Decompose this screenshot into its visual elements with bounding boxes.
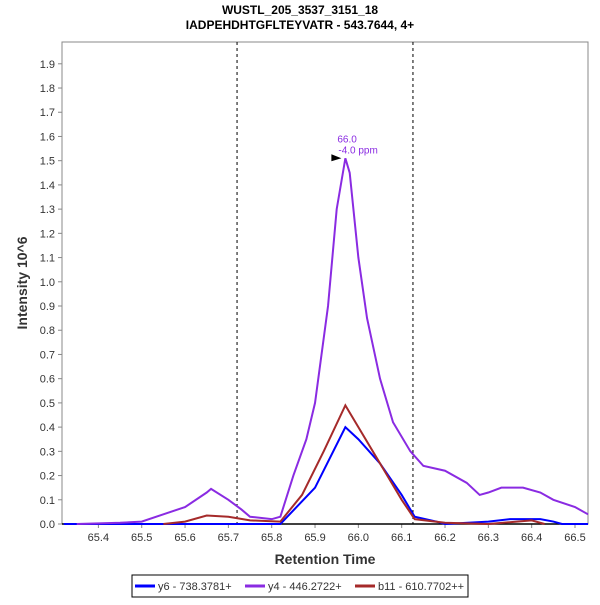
- x-tick-label: 66.2: [434, 532, 455, 544]
- peak-ppm-label: -4.0 ppm: [338, 145, 377, 156]
- x-tick-label: 65.7: [218, 532, 239, 544]
- x-tick-label: 66.1: [391, 532, 412, 544]
- chart-title: WUSTL_205_3537_3151_18: [222, 3, 378, 17]
- y-tick-label: 0.3: [40, 446, 55, 458]
- y-tick-label: 1.6: [40, 131, 55, 143]
- chart-subtitle: IADPEHDHTGFLTEYVATR - 543.7644, 4+: [186, 18, 414, 32]
- y-tick-label: 1.0: [40, 277, 55, 289]
- legend-entry: y4 - 446.2722+: [268, 581, 342, 593]
- legend-box: [131, 574, 469, 598]
- x-tick-label: 65.9: [304, 532, 325, 544]
- legend-entry: y6 - 738.3781+: [158, 581, 232, 593]
- x-tick-label: 66.0: [348, 532, 369, 544]
- y-tick-label: 0.7: [40, 349, 55, 361]
- y-tick-label: 1.3: [40, 204, 55, 216]
- x-axis-label: Retention Time: [275, 551, 376, 567]
- x-tick-label: 65.8: [261, 532, 282, 544]
- y-tick-label: 0.1: [40, 495, 55, 507]
- y-axis-label: Intensity 10^6: [14, 236, 30, 329]
- plot-area: [61, 41, 589, 525]
- y-tick-label: 1.4: [40, 180, 55, 192]
- y-tick-label: 1.2: [40, 228, 55, 240]
- y-tick-label: 1.7: [40, 107, 55, 119]
- y-tick-label: 0.9: [40, 301, 55, 313]
- y-tick-label: 1.5: [40, 156, 55, 168]
- y-tick-label: 1.1: [40, 253, 55, 265]
- x-tick-label: 65.4: [88, 532, 109, 544]
- series-line-y6: [63, 425, 588, 526]
- y-tick-label: 0.4: [40, 422, 55, 434]
- y-tick-label: 1.9: [40, 59, 55, 71]
- series-line-y4: [76, 157, 589, 525]
- x-tick-label: 66.3: [478, 532, 499, 544]
- y-tick-label: 1.8: [40, 83, 55, 95]
- x-tick-label: 66.4: [521, 532, 542, 544]
- x-tick-label: 66.5: [564, 532, 585, 544]
- peak-arrow-icon: [331, 154, 342, 162]
- x-tick-label: 65.5: [131, 532, 152, 544]
- y-tick-label: 0.6: [40, 374, 55, 386]
- series-line-b11: [163, 403, 545, 526]
- y-tick-label: 0.5: [40, 398, 55, 410]
- y-tick-label: 0.0: [40, 519, 55, 531]
- x-tick-label: 65.6: [174, 532, 195, 544]
- legend-entry: b11 - 610.7702++: [378, 581, 464, 593]
- y-tick-label: 0.2: [40, 471, 55, 483]
- y-tick-label: 0.8: [40, 325, 55, 337]
- peak-rt-label: 66.0: [337, 134, 357, 145]
